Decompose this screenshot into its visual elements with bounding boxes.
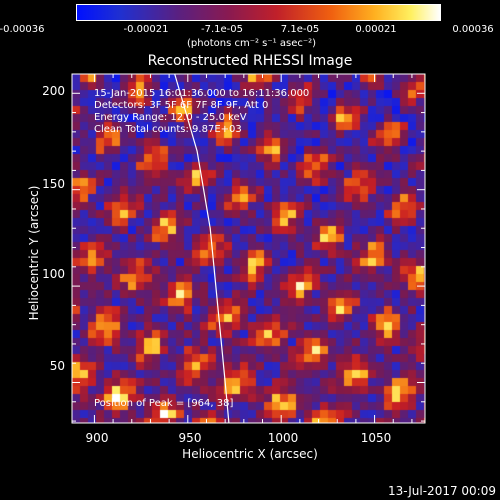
solar-limb-line xyxy=(174,73,230,424)
axes-box xyxy=(71,73,426,424)
x-tick-label: 950 xyxy=(178,431,202,445)
colorbar-tick: 7.1e-05 xyxy=(280,24,320,35)
colorbar-units: (photons cm⁻² s⁻¹ asec⁻²) xyxy=(187,38,317,49)
annotation-energy: Energy Range: 12.0 - 25.0 keV xyxy=(94,112,247,123)
x-tick-label: 1050 xyxy=(360,431,392,445)
x-tick-label: 1000 xyxy=(267,431,299,445)
y-tick-label: 150 xyxy=(42,177,65,191)
colorbar-tick: 0.00036 xyxy=(452,24,494,35)
y-tick-label: 200 xyxy=(42,84,65,98)
colorbar-tick: -7.1e-05 xyxy=(201,24,243,35)
annotation-method: Clean Total counts: 9.87E+03 xyxy=(94,124,242,135)
footer-date: 13-Jul-2017 00:09 xyxy=(387,484,496,498)
annotation-detectors: Detectors: 3F 5F 6F 7F 8F 9F, Att 0 xyxy=(94,100,269,111)
annotation-peak: Position of Peak = [964, 38] xyxy=(94,398,234,409)
y-tick-label: 100 xyxy=(42,267,65,281)
annotation-time: 15-Jan-2015 16:01:36.000 to 16:11:36.000 xyxy=(94,88,310,99)
colorbar-tick: -0.00021 xyxy=(123,24,169,35)
heatmap-image xyxy=(72,74,425,423)
x-axis-label: Heliocentric X (arcsec) xyxy=(182,447,318,461)
x-tick-label: 900 xyxy=(85,431,109,445)
y-tick-label: 50 xyxy=(49,359,65,373)
colorbar-tick: -0.00036 xyxy=(0,24,45,35)
colorbar xyxy=(76,4,441,21)
y-axis-label: Heliocentric Y (arcsec) xyxy=(27,185,41,321)
chart-title: Reconstructed RHESSI Image xyxy=(147,53,353,69)
colorbar-tick: 0.00021 xyxy=(355,24,397,35)
